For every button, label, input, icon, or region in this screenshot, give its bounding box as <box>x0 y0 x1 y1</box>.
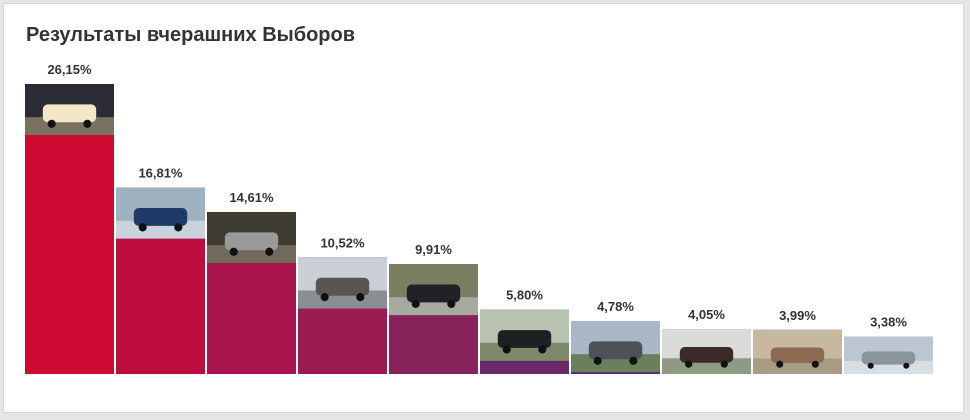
car-wheel <box>356 293 365 302</box>
bar-group: 4,78% <box>571 299 660 374</box>
car-wheel <box>593 356 602 365</box>
car-photo-thumbnail <box>662 329 751 374</box>
bar-group: 14,61% <box>207 190 296 374</box>
bar-chart: 26,15% 16,81% 14,61% 10,52% 9,91% 5,80% 4,78% 4… <box>25 62 933 374</box>
car-wheel <box>138 223 147 232</box>
bar-value-label: 4,05% <box>688 307 725 322</box>
bar-value-label: 16,81% <box>138 166 183 181</box>
car-photo-thumbnail <box>389 264 478 316</box>
car-wheel <box>685 360 693 368</box>
car-photo-thumbnail <box>116 187 205 239</box>
car-body <box>497 330 552 348</box>
car-wheel <box>47 119 56 128</box>
car-wheel <box>903 362 910 369</box>
bar-group: 16,81% <box>116 166 205 374</box>
bar-value-label: 5,80% <box>506 288 543 303</box>
car-photo-thumbnail <box>571 320 660 372</box>
car-photo-thumbnail <box>298 257 387 309</box>
chart-card: Результаты вчерашних Выборов 26,15% 16,81… <box>3 3 964 413</box>
car-wheel <box>867 362 874 369</box>
car-body <box>861 351 916 365</box>
car-wheel <box>411 299 420 308</box>
bar-group: 3,99% <box>753 308 842 374</box>
bar-group: 26,15% <box>25 62 114 374</box>
car-wheel <box>629 356 638 365</box>
car-wheel <box>811 360 819 368</box>
car-body <box>224 232 279 251</box>
bar-group: 5,80% <box>480 288 569 374</box>
bar-value-label: 9,91% <box>415 242 452 257</box>
bar-value-label: 3,99% <box>779 308 816 323</box>
bar-group: 3,38% <box>844 315 933 374</box>
car-wheel <box>538 345 547 354</box>
car-body <box>770 347 825 363</box>
bar-value-label: 10,52% <box>320 235 365 250</box>
car-photo-thumbnail <box>207 211 296 263</box>
car-photo-thumbnail <box>753 329 842 374</box>
car-wheel <box>776 360 784 368</box>
chart-title: Результаты вчерашних Выборов <box>26 24 356 46</box>
bar-group: 4,05% <box>662 307 751 374</box>
bar-value-label: 3,38% <box>870 315 907 330</box>
bar-value-label: 26,15% <box>47 62 92 77</box>
car-body <box>133 207 188 226</box>
bar-value-label: 4,78% <box>597 299 634 314</box>
car-wheel <box>265 247 274 256</box>
bar-group: 10,52% <box>298 235 387 374</box>
car-wheel <box>447 299 456 308</box>
bar-group: 9,91% <box>389 242 478 374</box>
car-wheel <box>320 293 329 302</box>
car-body <box>406 284 461 303</box>
bar-value-label: 14,61% <box>229 190 274 205</box>
car-wheel <box>229 247 238 256</box>
car-body <box>588 341 643 360</box>
car-photo-thumbnail <box>480 309 569 361</box>
car-wheel <box>720 360 728 368</box>
car-wheel <box>174 223 183 232</box>
car-photo-thumbnail <box>844 336 933 374</box>
car-wheel <box>502 345 511 354</box>
car-photo-thumbnail <box>25 84 114 135</box>
car-wheel <box>83 119 92 128</box>
car-body <box>315 277 370 296</box>
car-body <box>679 347 734 363</box>
car-body <box>42 104 97 123</box>
